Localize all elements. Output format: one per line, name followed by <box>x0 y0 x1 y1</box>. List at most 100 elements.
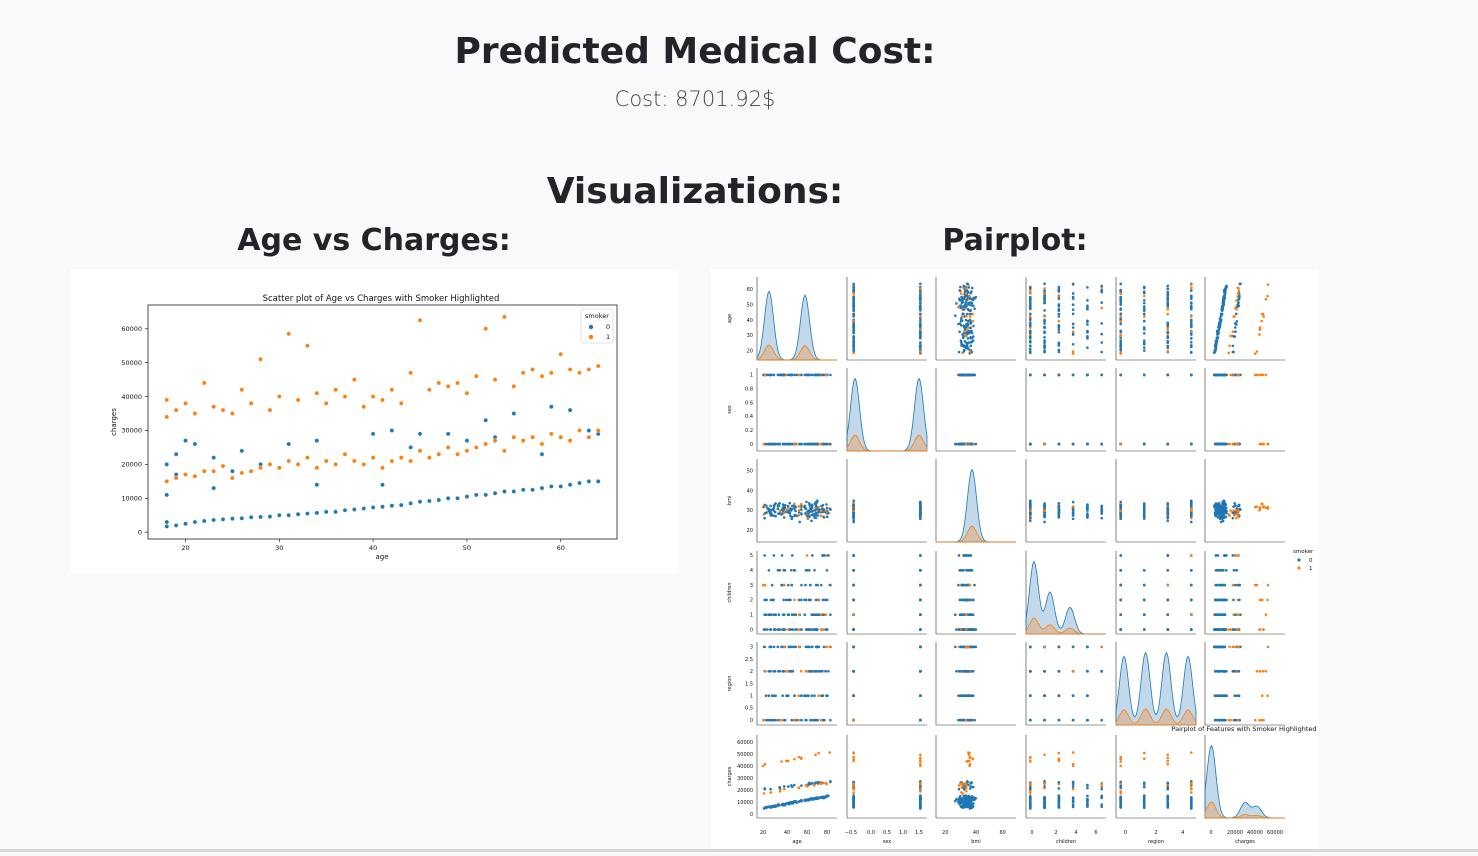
scatter-point-smoker-1 <box>390 459 394 463</box>
pairplot-point-smoker-0 <box>826 569 829 572</box>
pairplot-point-smoker-0 <box>1232 554 1235 557</box>
pairplot-point-smoker-1 <box>1229 335 1232 338</box>
scatter-point-smoker-1 <box>577 428 581 432</box>
pairplot-point-smoker-0 <box>969 313 972 316</box>
pairplot-point-smoker-0 <box>783 785 786 788</box>
pairplot-point-smoker-0 <box>919 317 922 320</box>
pairplot-point-smoker-0 <box>829 443 832 446</box>
pairplot-point-smoker-0 <box>811 613 814 616</box>
pairplot-point-smoker-0 <box>763 517 766 520</box>
pairplot-cell-bmi-age <box>757 459 837 542</box>
pairplot-point-smoker-1 <box>1232 315 1235 318</box>
pairplot-point-smoker-0 <box>1218 324 1221 327</box>
page-title: Predicted Medical Cost: <box>0 31 1390 72</box>
pairplot-point-smoker-0 <box>1223 507 1226 510</box>
pairplot-point-smoker-1 <box>919 287 922 290</box>
pairplot-point-smoker-1 <box>1190 613 1193 616</box>
legend-marker-1 <box>589 335 593 339</box>
pairplot-point-smoker-0 <box>852 329 855 332</box>
pairplot-point-smoker-0 <box>818 670 821 673</box>
pairplot-point-smoker-0 <box>1058 289 1061 292</box>
pairplot-point-smoker-1 <box>1232 584 1235 587</box>
y-tick-label: 60000 <box>121 325 142 333</box>
pairplot-point-smoker-0 <box>1119 599 1122 602</box>
pairplot-point-smoker-1 <box>1072 350 1075 353</box>
pairplot-point-smoker-0 <box>778 786 781 789</box>
pairplot-point-smoker-1 <box>825 374 828 377</box>
pairplot-point-smoker-0 <box>919 345 922 348</box>
pairplot-point-smoker-1 <box>1262 670 1265 673</box>
pairplot-point-smoker-0 <box>1100 507 1103 510</box>
scatter-point-smoker-0 <box>193 520 197 524</box>
pairplot-point-smoker-0 <box>789 628 792 631</box>
pairplot-point-smoker-1 <box>1043 315 1046 318</box>
pairplot-point-smoker-0 <box>1029 502 1032 505</box>
pairplot-point-smoker-0 <box>961 374 964 377</box>
pairplot-point-smoker-0 <box>805 719 808 722</box>
pairplot-point-smoker-0 <box>957 323 960 326</box>
pairplot-point-smoker-0 <box>1143 286 1146 289</box>
pairplot-point-smoker-0 <box>1225 443 1228 446</box>
pairplot-point-smoker-0 <box>852 520 855 523</box>
pairplot-point-smoker-0 <box>1166 332 1169 335</box>
pairplot-point-smoker-0 <box>814 502 817 505</box>
pairplot-point-smoker-1 <box>1237 515 1240 518</box>
pairplot-point-smoker-0 <box>852 306 855 309</box>
pairplot-point-smoker-0 <box>809 506 812 509</box>
pairplot-point-smoker-0 <box>919 502 922 505</box>
pairplot-point-smoker-0 <box>829 374 832 377</box>
pairplot-point-smoker-0 <box>1072 517 1075 520</box>
scatter-point-smoker-0 <box>568 408 572 412</box>
pairplot-point-smoker-0 <box>790 784 793 787</box>
y-tick-label: 10000 <box>121 495 142 503</box>
pairplot-point-smoker-0 <box>800 628 803 631</box>
pairplot-point-smoker-0 <box>1086 346 1089 349</box>
scatter-point-smoker-1 <box>371 456 375 460</box>
pairplot-point-smoker-0 <box>1217 329 1220 332</box>
scatter-point-smoker-1 <box>390 388 394 392</box>
pairplot-point-smoker-0 <box>1119 323 1122 326</box>
pairplot-point-smoker-1 <box>1190 330 1193 333</box>
pairplot-point-smoker-0 <box>813 515 816 518</box>
pairplot-point-smoker-1 <box>820 613 823 616</box>
scatter-point-smoker-1 <box>249 401 253 405</box>
scatter-point-smoker-1 <box>455 381 459 385</box>
scatter-point-smoker-0 <box>380 505 384 509</box>
pairplot-point-smoker-0 <box>1232 517 1235 520</box>
pairplot-point-smoker-1 <box>763 443 766 446</box>
pairplot-point-smoker-0 <box>800 694 803 697</box>
scatter-point-smoker-0 <box>371 505 375 509</box>
pairplot-point-smoker-1 <box>1237 613 1240 616</box>
pairplot-point-smoker-0 <box>769 788 772 791</box>
pairplot-point-smoker-0 <box>787 505 790 508</box>
pairplot-point-smoker-0 <box>803 613 806 616</box>
scatter-point-smoker-0 <box>315 483 319 487</box>
pairplot-point-smoker-1 <box>1258 509 1261 512</box>
pairplot-point-smoker-0 <box>1190 296 1193 299</box>
pairplot-point-smoker-0 <box>1190 443 1193 446</box>
pairplot-point-smoker-0 <box>768 694 771 697</box>
pairplot-point-smoker-0 <box>805 508 808 511</box>
pairplot-point-smoker-0 <box>970 613 973 616</box>
pairplot-cell-sex-children <box>1026 368 1106 451</box>
pairplot-point-smoker-1 <box>825 509 828 512</box>
pairplot-point-smoker-1 <box>1254 352 1257 355</box>
scatter-point-smoker-0 <box>165 524 169 528</box>
pairplot-point-smoker-0 <box>1100 443 1103 446</box>
pairplot-point-smoker-0 <box>826 694 829 697</box>
scatter-point-smoker-1 <box>399 401 403 405</box>
pairplot-point-smoker-0 <box>796 514 799 517</box>
pairplot-cell-age-children <box>1026 277 1106 360</box>
pairplot-point-smoker-0 <box>958 330 961 333</box>
pairplot-point-smoker-0 <box>1238 694 1241 697</box>
pairplot-point-smoker-0 <box>1143 342 1146 345</box>
pairplot-cell-age-sex <box>847 277 927 360</box>
pairplot-point-smoker-0 <box>829 584 832 587</box>
scatter-point-smoker-1 <box>268 408 272 412</box>
scatter-point-smoker-0 <box>568 483 572 487</box>
pairplot-point-smoker-0 <box>810 670 813 673</box>
pairplot-point-smoker-0 <box>807 443 810 446</box>
pairplot-point-smoker-0 <box>1219 317 1222 320</box>
pairplot-point-smoker-0 <box>1119 283 1122 286</box>
pairplot-point-smoker-0 <box>789 512 792 515</box>
